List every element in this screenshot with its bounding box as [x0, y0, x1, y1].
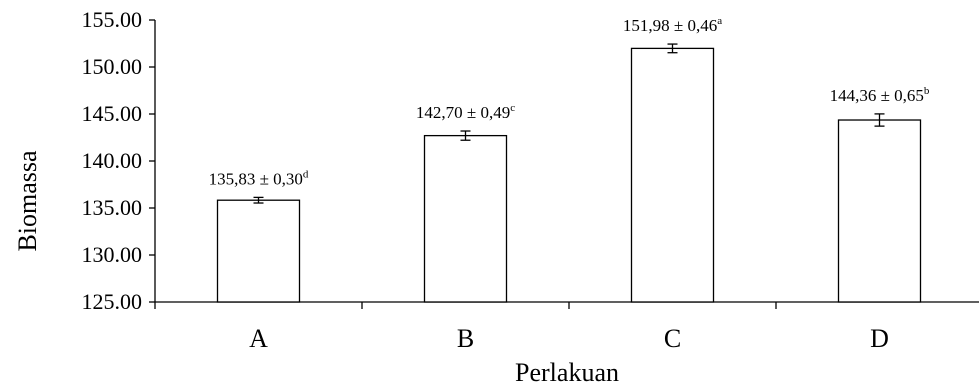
x-tick-label: D	[870, 324, 889, 353]
bar-C	[630, 47, 715, 303]
bar-B	[423, 134, 508, 303]
y-tick-label: 135.00	[82, 195, 143, 220]
bars	[216, 43, 922, 303]
y-tick-label: 155.00	[82, 7, 143, 32]
error-bar-C	[667, 43, 678, 54]
error-bar-B	[460, 130, 471, 141]
data-label-B: 142,70 ± 0,49c	[416, 102, 515, 122]
x-tick-label: C	[664, 324, 681, 353]
x-tick-label: B	[457, 324, 474, 353]
x-axis-title: Perlakuan	[515, 358, 619, 385]
data-label-C: 151,98 ± 0,46a	[623, 15, 722, 35]
x-axis: A B C D	[154, 301, 979, 353]
bar-A	[216, 199, 301, 303]
y-axis: 125.00 130.00 135.00 140.00 145.00 150.00 155.…	[82, 7, 156, 314]
data-labels: 135,83 ± 0,30d 142,70 ± 0,49c 151,98 ± 0,4…	[209, 15, 930, 188]
y-tick-label: 140.00	[82, 148, 143, 173]
x-tick-label: A	[249, 324, 268, 353]
y-tick-label: 145.00	[82, 101, 143, 126]
data-label-D: 144,36 ± 0,65b	[830, 85, 930, 105]
bar-D	[837, 119, 922, 303]
y-tick-label: 130.00	[82, 242, 143, 267]
y-tick-label: 125.00	[82, 289, 143, 314]
error-bar-D	[874, 113, 885, 127]
data-label-A: 135,83 ± 0,30d	[209, 168, 309, 188]
y-axis-title: Biomassa	[13, 150, 42, 252]
error-bar-A	[253, 196, 264, 204]
y-tick-label: 150.00	[82, 54, 143, 79]
